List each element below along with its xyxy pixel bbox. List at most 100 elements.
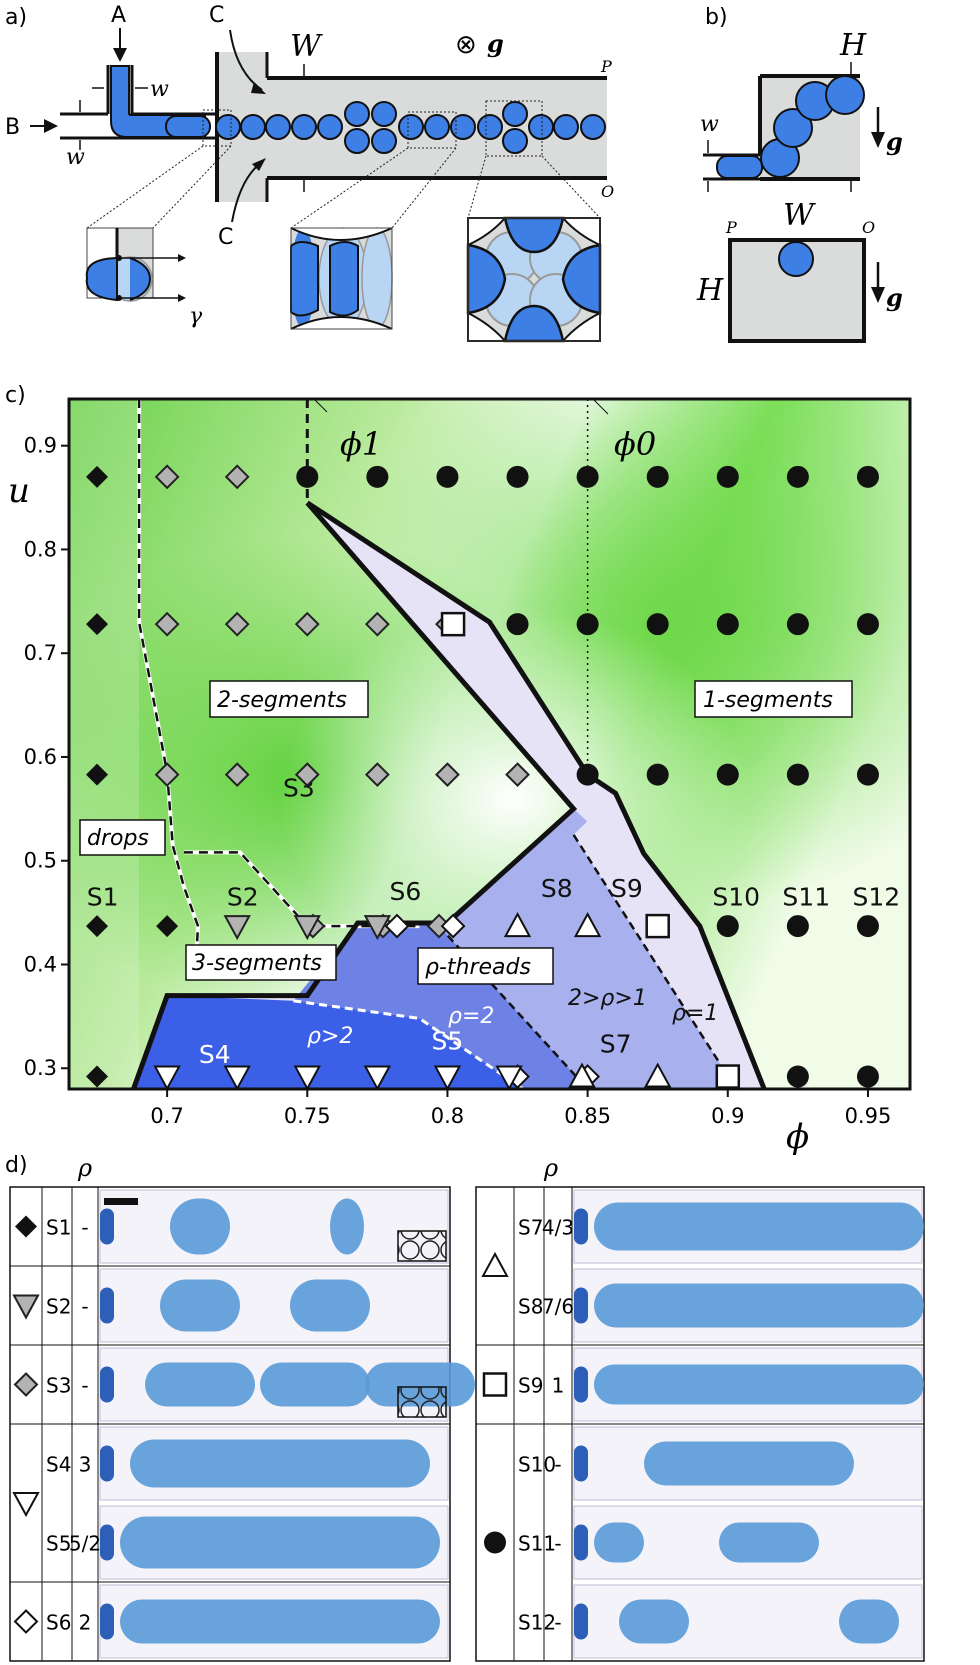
filled-circle-marker-3 [484,1532,506,1554]
table-rho-S10: - [554,1453,561,1477]
table-rho-S6: 2 [79,1611,92,1635]
three-segments-label: 3-segments [192,951,322,976]
micrograph-S5 [100,1506,448,1579]
state-label-4: S4 [199,1040,231,1069]
panel-a-label: a) [5,5,27,30]
table-rho-S2: - [81,1295,88,1319]
rho-header-left: ρ [77,1154,92,1182]
panel-a: a) A w B w [5,3,614,341]
micrograph-S4 [100,1427,448,1500]
table-rho-S9: 1 [552,1374,565,1398]
table-rho-S8: 7/6 [542,1295,574,1319]
region-label-drops: drops [80,820,165,855]
filled-diamond-marker-0 [15,1216,37,1238]
micrograph-S7 [574,1190,924,1263]
state-label-11: S11 [782,882,830,911]
open-square-marker-2 [484,1374,506,1396]
filled-circle-marker-0 [296,466,318,488]
rho-header-right: ρ [543,1154,558,1182]
drops-label: drops [87,826,149,851]
inset-mesh-s2 [398,1231,446,1261]
corner-O-label: O [601,182,614,201]
table-rho-S7: 4/3 [542,1216,574,1240]
table-state-S12: S12 [518,1611,556,1635]
region-label-three-segments: 3-segments [186,945,336,980]
rho-eq-1-label: ρ=1 [672,1001,718,1026]
filled-circle-marker-4 [577,466,599,488]
filled-circle-marker-12 [717,613,739,635]
zoom-inset-1: γ [87,228,203,329]
filled-circle-marker-22 [857,915,879,937]
filled-circle-marker-2 [436,466,458,488]
state-label-1: S1 [87,882,119,911]
zoom-inset-2 [291,228,392,329]
filled-circle-marker-7 [787,466,809,488]
panel-b: b) H w g W P O H g [696,5,903,341]
state-label-8: S8 [541,874,573,903]
state-label-2: S2 [227,882,259,911]
table-rho-S4: 3 [79,1453,92,1477]
panel-b-label: b) [705,5,728,30]
x-tick-label-5: 0.95 [845,1104,892,1128]
x-axis-label: ϕ [786,1117,809,1157]
filled-circle-marker-9 [507,613,529,635]
micrograph-S8 [574,1269,924,1342]
rho-eq-2-label: ρ=2 [448,1004,494,1029]
table-state-S5: S5 [46,1532,71,1556]
corner-P-label-b: P [725,218,737,237]
open-down-triangle-marker-3 [14,1493,38,1515]
scale-bar [104,1198,138,1205]
gray-down-triangle-marker-1 [14,1296,38,1318]
zoom-inset-3 [468,218,600,341]
region-label-two-segments: 2-segments [210,681,368,717]
table-state-S8: S8 [518,1295,543,1319]
panel-c-label: c) [5,383,26,408]
filled-circle-marker-19 [857,764,879,786]
phi1-label: ϕ1 [340,425,382,463]
phi0-label: ϕ0 [614,425,656,463]
inlet-a-label: A [111,3,126,28]
gray-diamond-marker-2 [15,1374,37,1396]
y-tick-label-1: 0.4 [24,952,57,976]
table-rho-S5: 5/2 [69,1532,101,1556]
height-H-label-b: H [696,273,724,308]
corner-P-label: P [600,57,612,76]
table-state-S3: S3 [46,1374,71,1398]
inlet-b-label: B [5,115,20,140]
phase-background [69,399,910,1089]
x-tick-label-2: 0.8 [431,1104,464,1128]
filled-circle-marker-18 [787,764,809,786]
panel-d-label: d) [5,1153,28,1178]
filled-circle-marker-1 [366,466,388,488]
micrograph-S1 [100,1190,448,1263]
table-state-S11: S11 [518,1532,556,1556]
open-square-marker-0 [442,613,464,635]
table-state-S4: S4 [46,1453,71,1477]
micrograph-S6 [100,1585,448,1658]
filled-circle-marker-20 [717,915,739,937]
filled-circle-marker-14 [857,613,879,635]
micrograph-S9 [574,1348,924,1421]
width-w-label-a: w [150,77,169,102]
open-square-marker-2 [717,1066,739,1088]
filled-circle-marker-8 [857,466,879,488]
filled-circle-marker-21 [787,915,809,937]
open-diamond-marker-5 [15,1611,37,1633]
x-tick-label-1: 0.75 [284,1104,331,1128]
filled-circle-marker-17 [717,764,739,786]
micrograph-S12 [574,1585,922,1658]
table-state-S10: S10 [518,1453,556,1477]
table-state-S7: S7 [518,1216,543,1240]
filled-circle-marker-16 [647,764,669,786]
micrograph-S2 [100,1269,448,1342]
corner-O-label-b: O [862,218,875,237]
x-tick-label-3: 0.85 [564,1104,611,1128]
filled-circle-marker-11 [647,613,669,635]
height-H-label: H [839,28,867,63]
filled-circle-marker-15 [577,764,599,786]
table-rho-S1: - [81,1216,88,1240]
filled-circle-marker-24 [857,1066,879,1088]
filled-circle-marker-23 [787,1066,809,1088]
filled-circle-marker-13 [787,613,809,635]
